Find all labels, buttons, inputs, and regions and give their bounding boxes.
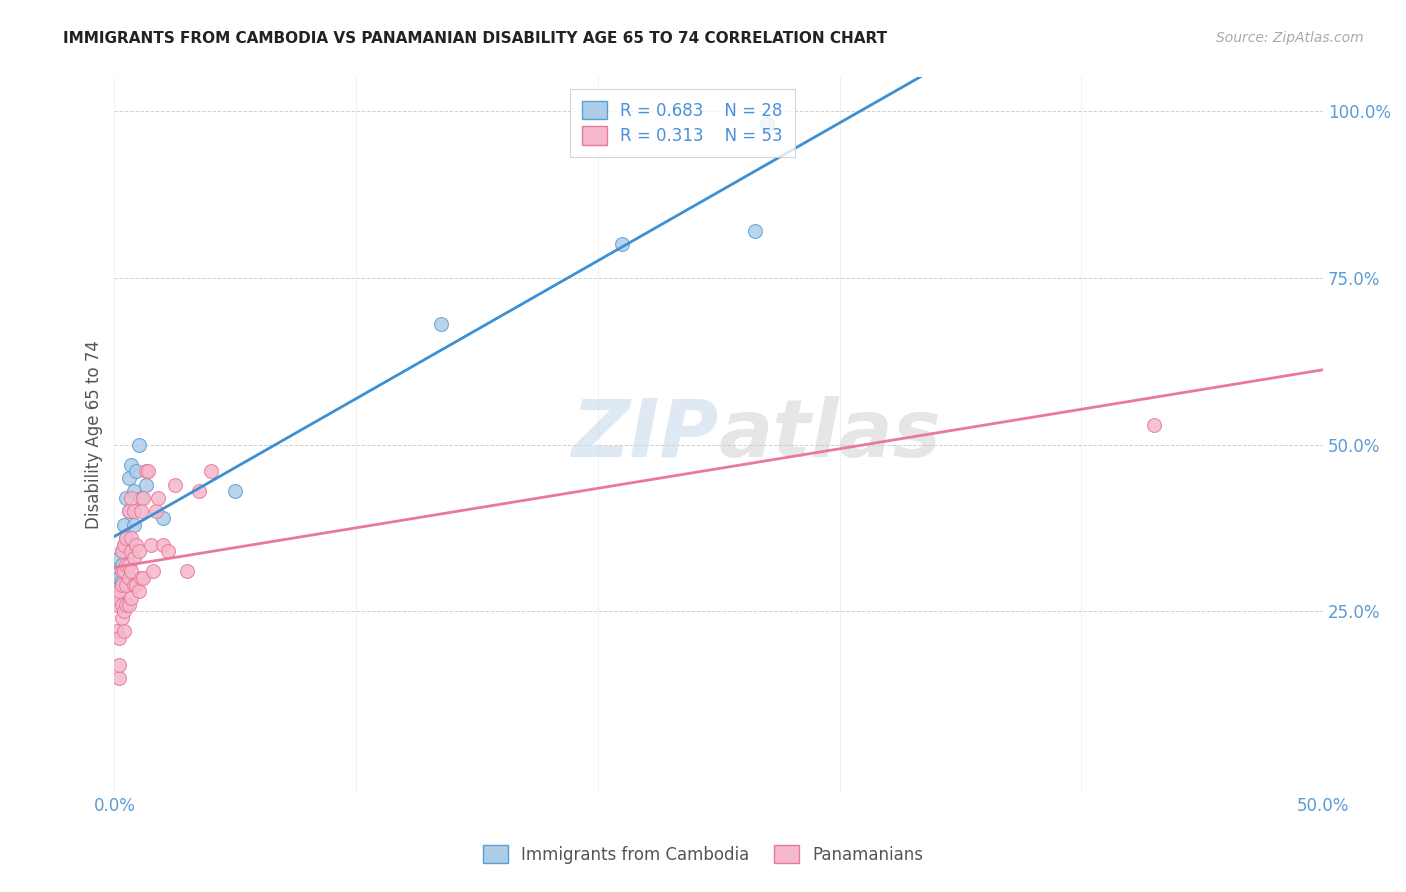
Point (128, 544, 150, 558)
Point (122, 551, 145, 566)
Point (115, 531, 138, 545)
Point (125, 538, 148, 552)
Point (129, 571, 152, 585)
Point (112, 517, 135, 532)
Point (135, 464, 157, 478)
Point (176, 565, 198, 579)
Point (152, 511, 174, 525)
Point (108, 584, 131, 599)
Point (122, 484, 145, 499)
Point (128, 437, 150, 451)
Point (111, 565, 134, 579)
Point (115, 491, 138, 505)
Point (118, 504, 141, 518)
Point (156, 544, 179, 558)
Point (120, 591, 142, 606)
Point (111, 598, 134, 612)
Point (163, 477, 186, 491)
Point (118, 598, 141, 612)
Point (129, 504, 152, 518)
Text: Source: ZipAtlas.com: Source: ZipAtlas.com (1216, 31, 1364, 45)
Point (118, 558, 141, 572)
Legend: Immigrants from Cambodia, Panamanians: Immigrants from Cambodia, Panamanians (475, 838, 931, 871)
Point (122, 517, 145, 532)
Point (429, 318, 451, 332)
Point (120, 544, 142, 558)
Point (112, 565, 135, 579)
Point (132, 571, 155, 585)
Point (610, 237, 633, 252)
Legend: R = 0.683    N = 28, R = 0.313    N = 53: R = 0.683 N = 28, R = 0.313 N = 53 (571, 89, 794, 157)
Point (152, 538, 174, 552)
Point (135, 477, 157, 491)
Point (120, 565, 142, 579)
Text: IMMIGRANTS FROM CAMBODIA VS PANAMANIAN DISABILITY AGE 65 TO 74 CORRELATION CHART: IMMIGRANTS FROM CAMBODIA VS PANAMANIAN D… (63, 31, 887, 46)
Point (111, 574, 134, 589)
Point (118, 504, 141, 518)
Point (1143, 417, 1166, 432)
Point (125, 578, 148, 592)
Point (118, 471, 141, 485)
Point (142, 565, 165, 579)
Point (105, 598, 128, 612)
Point (112, 538, 135, 552)
Point (120, 491, 142, 505)
Point (111, 611, 134, 625)
Text: atlas: atlas (718, 395, 942, 474)
Point (120, 458, 142, 472)
Point (105, 565, 128, 579)
Point (122, 504, 145, 518)
Point (756, 117, 779, 131)
Text: ZIP: ZIP (571, 395, 718, 474)
Point (112, 624, 135, 639)
Point (744, 224, 766, 238)
Point (125, 464, 148, 478)
Point (129, 491, 152, 505)
Point (108, 671, 131, 685)
Point (136, 464, 159, 478)
Point (115, 558, 138, 572)
Point (112, 565, 135, 579)
Point (111, 578, 134, 592)
Point (122, 578, 145, 592)
Point (108, 551, 131, 566)
Point (112, 538, 135, 552)
Point (139, 538, 162, 552)
Point (146, 491, 169, 505)
Point (111, 544, 134, 558)
Y-axis label: Disability Age 65 to 74: Disability Age 65 to 74 (86, 340, 103, 529)
Point (115, 578, 138, 592)
Point (224, 484, 246, 499)
Point (132, 491, 155, 505)
Point (105, 591, 128, 606)
Point (112, 604, 135, 618)
Point (108, 657, 131, 672)
Point (188, 484, 211, 499)
Point (108, 571, 131, 585)
Point (115, 531, 138, 545)
Point (111, 544, 134, 558)
Point (145, 504, 167, 518)
Point (105, 624, 128, 639)
Point (118, 571, 141, 585)
Point (108, 631, 131, 645)
Point (105, 574, 128, 589)
Point (115, 598, 138, 612)
Point (200, 464, 222, 478)
Point (120, 531, 142, 545)
Point (128, 584, 150, 599)
Point (111, 558, 134, 572)
Point (108, 578, 131, 592)
